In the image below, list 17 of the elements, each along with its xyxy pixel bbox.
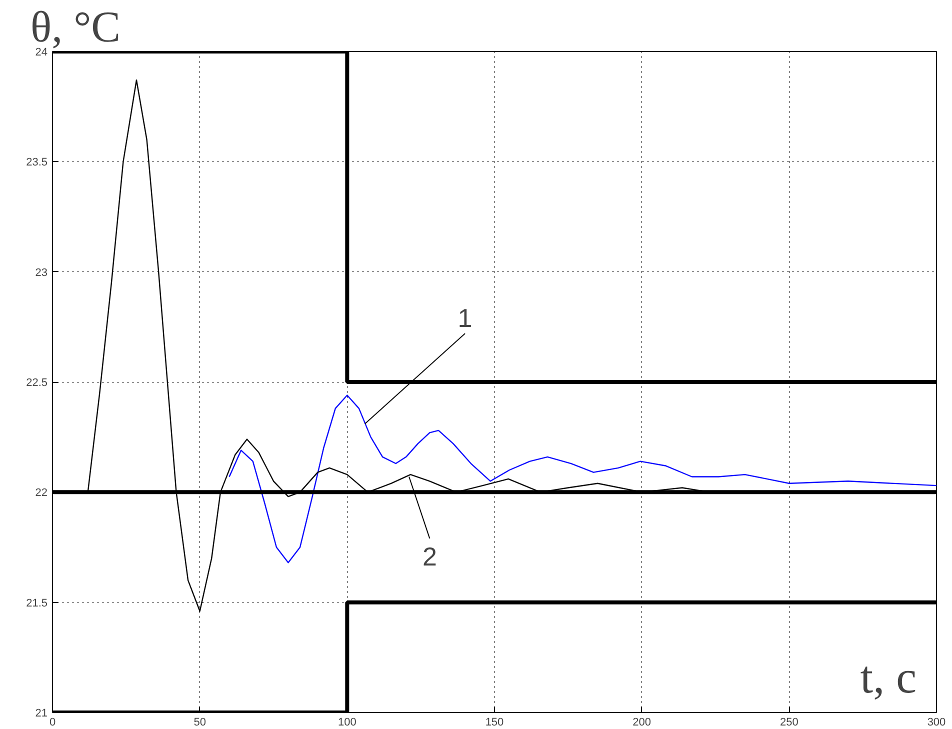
x-tick-label: 250	[780, 716, 798, 728]
x-tick-label: 200	[632, 716, 652, 728]
x-tick-label: 0	[49, 716, 56, 728]
x-tick-label: 300	[927, 716, 946, 728]
y-tick-label: 22.5	[26, 377, 48, 389]
y-tick-label: 22	[35, 487, 48, 500]
y-tick-label: 24	[35, 46, 48, 58]
annotation: 1	[458, 302, 472, 333]
y-tick-label: 21.5	[26, 597, 48, 610]
y-tick-label: 23.5	[26, 156, 48, 169]
x-tick-label: 150	[485, 716, 504, 728]
x-tick-label: 50	[194, 716, 206, 728]
x-axis-title: t, c	[860, 652, 917, 702]
x-tick-label: 100	[338, 716, 356, 728]
y-tick-label: 21	[35, 708, 48, 720]
y-tick-label: 23	[35, 266, 48, 279]
annotation: 2	[422, 541, 437, 572]
